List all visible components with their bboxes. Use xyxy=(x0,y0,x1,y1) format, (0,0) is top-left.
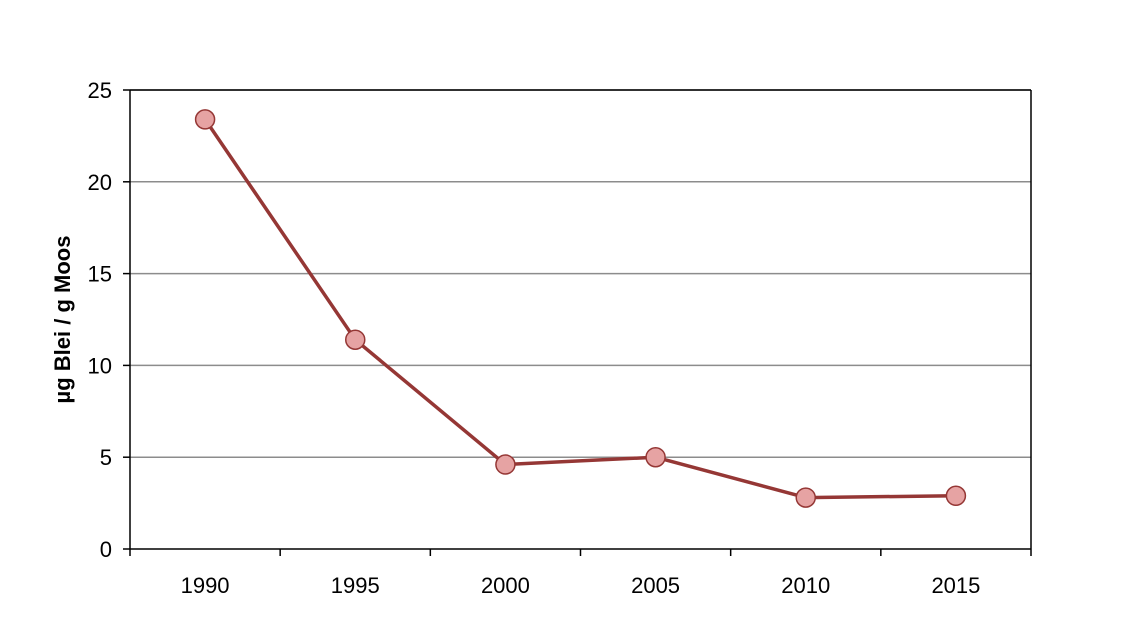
y-tick-label: 0 xyxy=(100,537,112,562)
data-point xyxy=(495,454,516,475)
y-tick-label: 25 xyxy=(88,78,112,103)
y-tick-label: 15 xyxy=(88,262,112,287)
y-tick-label: 5 xyxy=(100,445,112,470)
x-tick-label: 2000 xyxy=(481,573,530,598)
x-tick-label: 1995 xyxy=(331,573,380,598)
x-tick-label: 2015 xyxy=(931,573,980,598)
data-point xyxy=(345,329,366,350)
x-axis-ticks: 1990 1995 2000 2005 2010 2015 xyxy=(129,549,1032,598)
y-tick-label: 10 xyxy=(88,353,112,378)
series-line xyxy=(203,118,956,500)
plot-area xyxy=(130,90,1031,549)
data-point xyxy=(645,446,666,468)
y-tick-label: 20 xyxy=(88,170,112,195)
data-point xyxy=(194,109,216,130)
x-tick-label: 2005 xyxy=(631,573,680,598)
y-axis-title: µg Blei / g Moos xyxy=(50,236,75,404)
data-point xyxy=(945,485,967,507)
y-axis-ticks: 0 5 10 15 20 25 xyxy=(88,78,130,562)
x-tick-label: 1990 xyxy=(181,573,230,598)
data-point xyxy=(795,487,816,508)
x-tick-label: 2010 xyxy=(781,573,830,598)
series xyxy=(194,109,967,508)
